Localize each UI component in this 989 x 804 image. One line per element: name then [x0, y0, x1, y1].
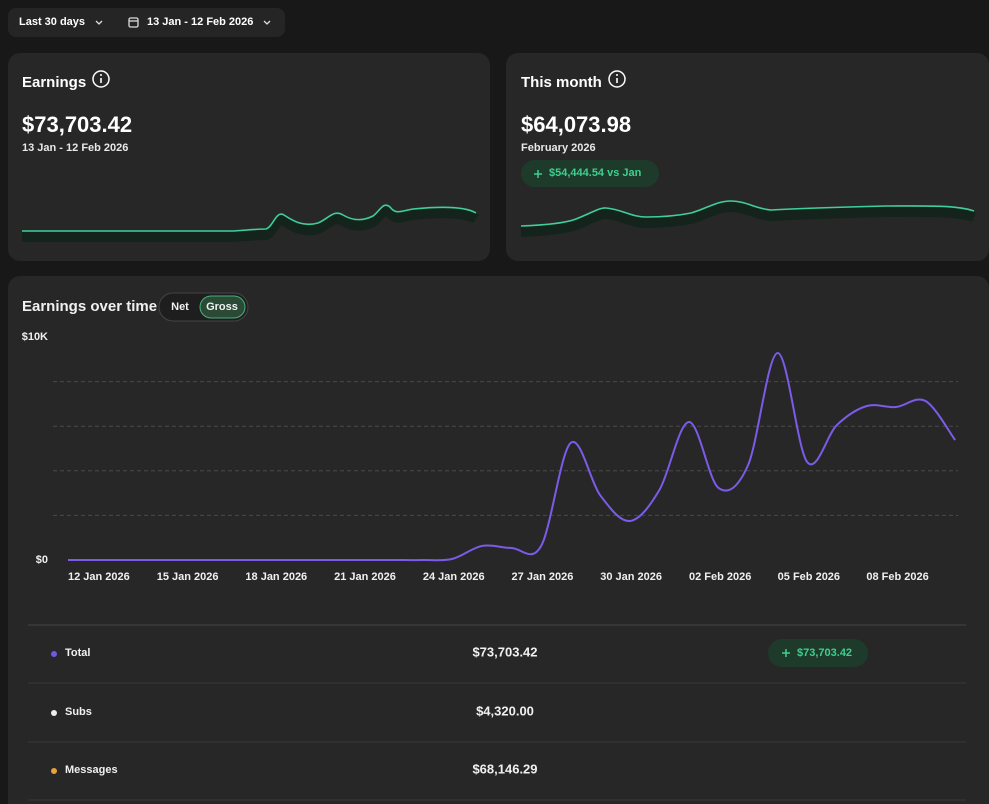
x-tick-label: 12 Jan 2026	[68, 571, 130, 583]
x-tick-label: 21 Jan 2026	[334, 571, 396, 583]
line-series	[68, 352, 956, 562]
toggle-active	[199, 295, 246, 319]
card-title: This month	[521, 74, 602, 91]
card-subtitle: 13 Jan - 12 Feb 2026	[22, 142, 129, 154]
row-amount: $73,703.42	[472, 644, 537, 659]
x-tick-label: 27 Jan 2026	[512, 571, 574, 583]
row-name: Messages	[65, 764, 118, 776]
y-tick-label: $0	[36, 554, 48, 566]
chart-title: Earnings over time	[22, 298, 157, 315]
x-tick-label: 30 Jan 2026	[600, 571, 662, 583]
toolbar: Last 30 days 13 Jan - 12 Feb 2026	[8, 8, 285, 37]
sparkline	[520, 200, 976, 237]
info-icon[interactable]	[91, 69, 111, 89]
x-tick-label: 08 Feb 2026	[866, 571, 928, 583]
change-badge	[768, 639, 868, 667]
month-card: This month $64,073.98 February 2026 $54,…	[506, 53, 989, 261]
x-tick-label: 02 Feb 2026	[689, 571, 751, 583]
calendar-icon	[128, 17, 139, 28]
range-select[interactable]: Last 30 days	[19, 16, 86, 28]
badge-text: $73,703.42	[797, 647, 852, 659]
x-tick-label: 05 Feb 2026	[778, 571, 840, 583]
y-tick-label: $10K	[22, 331, 48, 343]
legend-dot	[51, 651, 57, 657]
card-amount: $64,073.98	[521, 112, 632, 137]
plus-icon	[534, 170, 542, 178]
row-name: Subs	[65, 706, 92, 718]
x-tick-label: 24 Jan 2026	[423, 571, 485, 583]
row-amount: $68,146.29	[472, 761, 537, 776]
chevron	[263, 20, 271, 25]
row-name: Total	[65, 647, 90, 659]
chart-card	[8, 276, 989, 804]
toggle-option[interactable]: Net	[171, 301, 189, 313]
legend-dot	[51, 710, 57, 716]
chevron	[95, 20, 103, 25]
row-amount: $4,320.00	[476, 703, 534, 718]
earnings-card: Earnings $73,703.42 13 Jan - 12 Feb 2026	[8, 53, 490, 261]
legend-dot	[51, 768, 57, 774]
badge-text: $54,444.54 vs Jan	[549, 167, 642, 179]
change-badge: $54,444.54 vs Jan	[521, 160, 659, 187]
sparkline	[22, 204, 479, 242]
card-subtitle: February 2026	[521, 142, 596, 154]
x-tick-label: 15 Jan 2026	[157, 571, 219, 583]
x-tick-label: 18 Jan 2026	[245, 571, 307, 583]
info-icon[interactable]	[607, 69, 627, 89]
toggle-option[interactable]: Gross	[206, 301, 238, 313]
plus-icon	[782, 649, 790, 657]
date-range[interactable]: 13 Jan - 12 Feb 2026	[147, 16, 254, 28]
card-title: Earnings	[22, 74, 87, 91]
card-amount: $73,703.42	[22, 112, 133, 137]
